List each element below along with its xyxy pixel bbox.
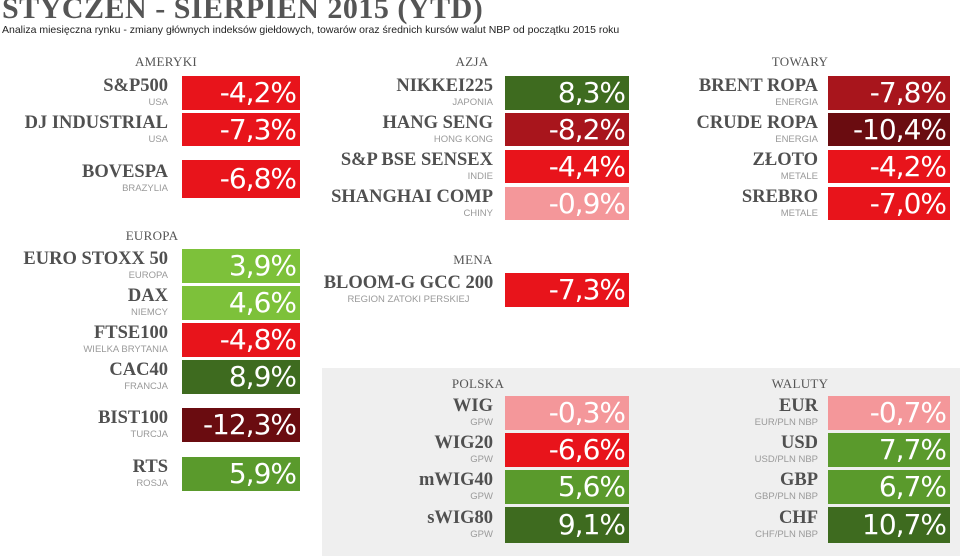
value-eur: -0,7% bbox=[828, 396, 950, 430]
section-header-mena: MENA bbox=[453, 252, 493, 267]
index-name-bovespa: BOVESPA bbox=[81, 162, 168, 182]
index-sub-zloto: METALE bbox=[780, 170, 818, 182]
index-name-shanghai-comp: SHANGHAI COMP bbox=[331, 186, 493, 207]
value-ftse100: -4,8% bbox=[182, 323, 300, 357]
index-sub-dax: NIEMCY bbox=[131, 307, 168, 318]
section-header-ameryki: AMERYKI bbox=[134, 54, 198, 69]
index-sub-brent-ropa: ENERGIA bbox=[775, 97, 818, 108]
index-sub-nikkei225: JAPONIA bbox=[452, 97, 493, 108]
index-name-swig80: sWIG80 bbox=[427, 508, 493, 528]
section-header-waluty: WALUTY bbox=[771, 376, 829, 391]
index-name-euro-stoxx-50: EURO STOXX 50 bbox=[23, 249, 168, 269]
index-sub-wig: GPW bbox=[470, 417, 493, 428]
index-name-wig20: WIG20 bbox=[434, 433, 493, 453]
section-header-europa: EUROPA bbox=[125, 228, 179, 243]
index-name-gbp: GBP bbox=[779, 470, 818, 490]
value-s-p-bse-sensex: -4,4% bbox=[505, 150, 629, 183]
value-bovespa: -6,8% bbox=[182, 160, 300, 198]
index-sub-shanghai-comp: CHINY bbox=[463, 207, 493, 219]
index-sub-crude-ropa: ENERGIA bbox=[775, 133, 818, 145]
index-sub-usd: USD/PLN NBP bbox=[754, 454, 818, 465]
index-sub-bist100: TURCJA bbox=[130, 429, 168, 440]
index-name-zloto: ZŁOTO bbox=[752, 149, 818, 170]
index-name-ftse100: FTSE100 bbox=[93, 323, 168, 343]
value-mwig40: 5,6% bbox=[505, 470, 629, 504]
index-name-cac40: CAC40 bbox=[109, 360, 168, 380]
index-sub-gbp: GBP/PLN NBP bbox=[754, 491, 818, 502]
section-header-towary: TOWARY bbox=[771, 54, 829, 69]
section-header-azja: AZJA bbox=[455, 54, 489, 69]
index-sub-rts: ROSJA bbox=[136, 478, 168, 489]
value-srebro: -7,0% bbox=[828, 187, 950, 220]
index-sub-euro-stoxx-50: EUROPA bbox=[128, 270, 168, 281]
value-brent-ropa: -7,8% bbox=[828, 76, 950, 110]
index-sub-cac40: FRANCJA bbox=[124, 381, 168, 392]
index-name-chf: CHF bbox=[778, 508, 818, 528]
value-wig20: -6,6% bbox=[505, 433, 629, 467]
index-name-hang-seng: HANG SENG bbox=[382, 112, 493, 133]
index-sub-s-p-bse-sensex: INDIE bbox=[467, 170, 493, 182]
index-name-nikkei225: NIKKEI225 bbox=[396, 76, 493, 96]
index-sub-srebro: METALE bbox=[780, 207, 818, 219]
index-sub-dj-industrial: USA bbox=[148, 133, 168, 145]
value-bist100: -12,3% bbox=[182, 408, 300, 442]
index-name-eur: EUR bbox=[778, 396, 818, 416]
value-swig80: 9,1% bbox=[505, 507, 629, 543]
index-sub-swig80: GPW bbox=[470, 529, 493, 540]
value-crude-ropa: -10,4% bbox=[828, 113, 950, 146]
index-sub-mwig40: GPW bbox=[470, 491, 493, 502]
value-cac40: 8,9% bbox=[182, 360, 300, 394]
index-name-bist100: BIST100 bbox=[98, 408, 168, 428]
index-sub-bloom-g-gcc-200: REGION ZATOKI PERSKIEJ bbox=[347, 294, 470, 305]
section-header-polska: POLSKA bbox=[451, 376, 505, 391]
index-name-rts: RTS bbox=[132, 457, 168, 477]
index-name-wig: WIG bbox=[452, 396, 493, 416]
index-name-crude-ropa: CRUDE ROPA bbox=[696, 112, 818, 133]
value-wig: -0,3% bbox=[505, 396, 629, 430]
index-sub-hang-seng: HONG KONG bbox=[433, 133, 493, 145]
index-sub-chf: CHF/PLN NBP bbox=[755, 529, 818, 540]
value-chf: 10,7% bbox=[828, 507, 950, 543]
value-usd: 7,7% bbox=[828, 433, 950, 467]
index-name-dax: DAX bbox=[127, 286, 168, 306]
index-name-brent-ropa: BRENT ROPA bbox=[698, 76, 818, 96]
value-dax: 4,6% bbox=[182, 286, 300, 320]
value-s-p500: -4,2% bbox=[182, 76, 300, 110]
value-gbp: 6,7% bbox=[828, 470, 950, 504]
index-sub-ftse100: WIELKA BRYTANIA bbox=[83, 344, 168, 355]
index-sub-wig20: GPW bbox=[470, 454, 493, 465]
value-bloom-g-gcc-200: -7,3% bbox=[505, 273, 629, 307]
index-name-s-p500: S&P500 bbox=[103, 76, 168, 96]
value-zloto: -4,2% bbox=[828, 150, 950, 183]
value-rts: 5,9% bbox=[182, 457, 300, 491]
value-euro-stoxx-50: 3,9% bbox=[182, 249, 300, 283]
index-name-dj-industrial: DJ INDUSTRIAL bbox=[24, 112, 168, 133]
value-hang-seng: -8,2% bbox=[505, 113, 629, 146]
index-name-bloom-g-gcc-200: BLOOM-G GCC 200 bbox=[323, 273, 494, 293]
index-name-srebro: SREBRO bbox=[741, 186, 818, 207]
index-sub-s-p500: USA bbox=[148, 97, 168, 108]
index-sub-eur: EUR/PLN NBP bbox=[754, 417, 818, 428]
value-dj-industrial: -7,3% bbox=[182, 113, 300, 146]
index-name-s-p-bse-sensex: S&P BSE SENSEX bbox=[340, 149, 493, 170]
index-sub-bovespa: BRAZYLIA bbox=[122, 183, 168, 194]
index-name-mwig40: mWIG40 bbox=[419, 470, 493, 490]
page-title: STYCZEN - SIERPIEN 2015 (YTD) bbox=[2, 0, 484, 25]
value-shanghai-comp: -0,9% bbox=[505, 187, 629, 220]
value-nikkei225: 8,3% bbox=[505, 76, 629, 110]
index-name-usd: USD bbox=[780, 433, 818, 453]
page-subtitle: Analiza miesięczna rynku - zmiany główny… bbox=[2, 24, 620, 36]
